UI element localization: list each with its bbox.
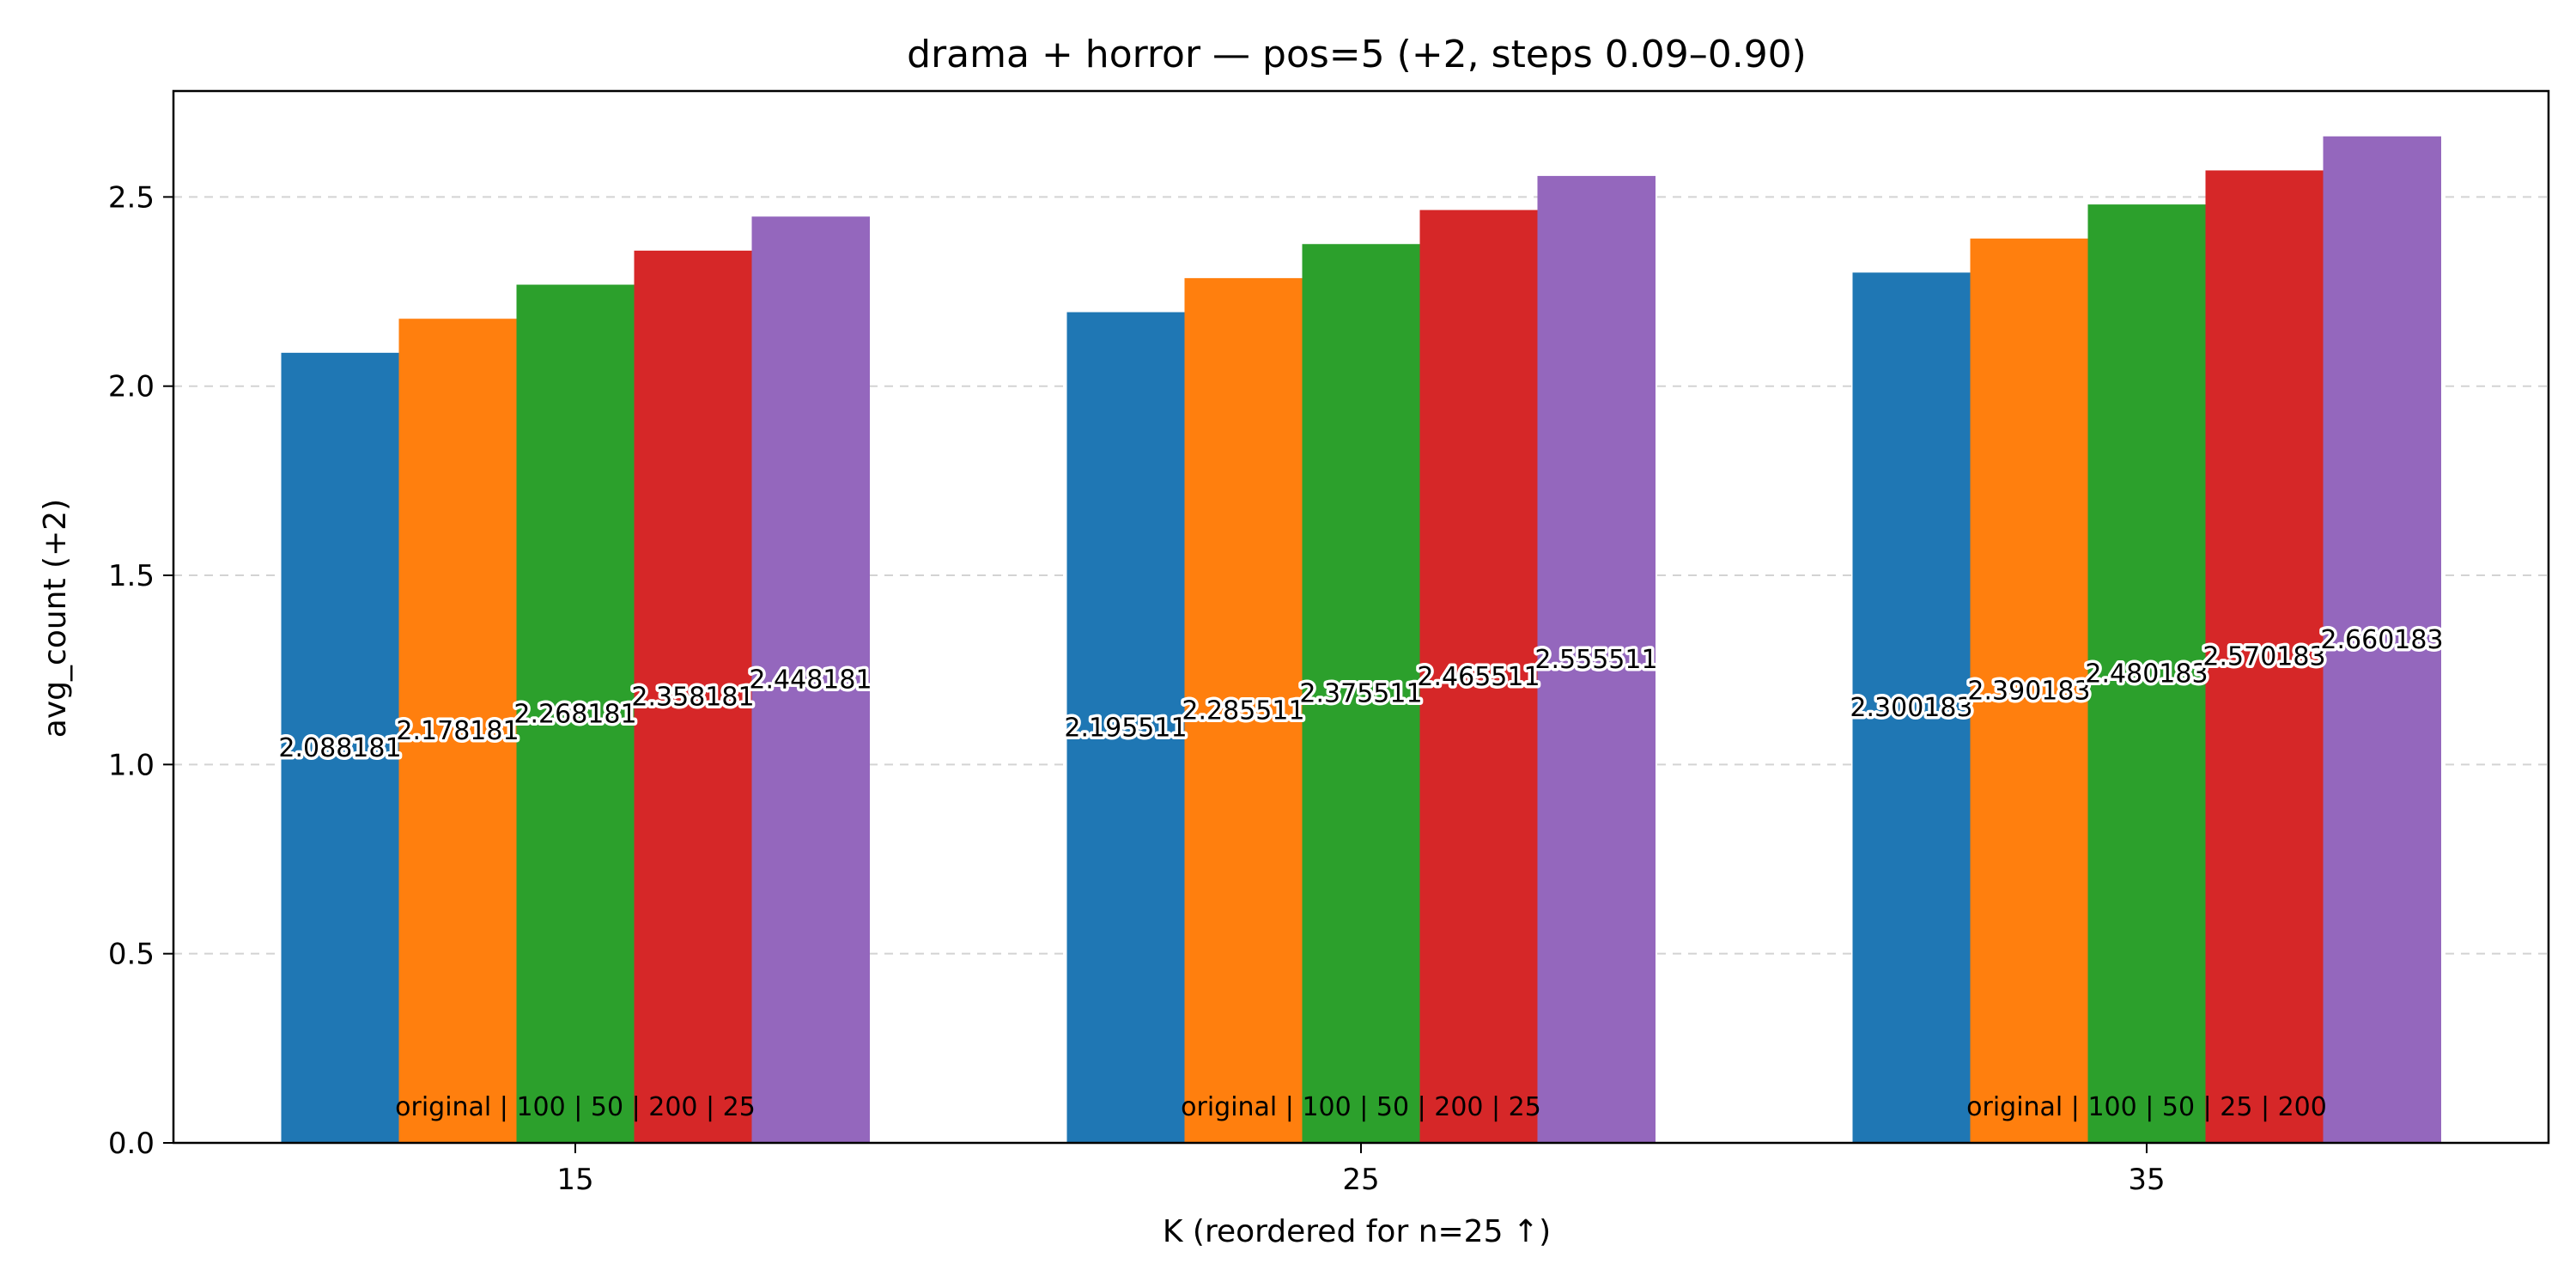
y-tick-label: 1.0 xyxy=(108,748,155,782)
bar-value-label: 2.268181 xyxy=(513,699,636,729)
bar-value-label: 2.390183 xyxy=(1967,676,2090,706)
bar-value-label: 2.555511 xyxy=(1534,645,1657,675)
x-tick-label: 15 xyxy=(556,1163,593,1197)
y-tick-label: 2.5 xyxy=(108,180,155,215)
group-order-label: original | 100 | 50 | 200 | 25 xyxy=(1181,1092,1541,1122)
axes: 0.0 0.5 1.0 1.5 2.0 2.5 15 25 35 xyxy=(108,89,2550,1197)
bar-value-label: 2.195511 xyxy=(1064,713,1187,743)
bar-value-label: 2.178181 xyxy=(396,716,519,746)
labels: 2.0881812.1781812.2681812.3581812.448181… xyxy=(276,622,2446,1122)
group-order-label: original | 100 | 50 | 25 | 200 xyxy=(1966,1092,2327,1122)
x-tick-label: 25 xyxy=(1342,1163,1379,1197)
bar-value-label: 2.660183 xyxy=(2320,625,2443,655)
bar xyxy=(398,319,517,1143)
bar-value-label: 2.285511 xyxy=(1182,696,1304,726)
bar-value-label: 2.465511 xyxy=(1417,662,1540,692)
bar xyxy=(751,216,870,1143)
bar xyxy=(1970,238,2088,1144)
chart-title: drama + horror — pos=5 (+2, steps 0.09–0… xyxy=(907,33,1807,76)
bar-value-label: 2.300183 xyxy=(1850,693,1972,723)
group-order-label: original | 100 | 50 | 200 | 25 xyxy=(395,1092,756,1122)
bar-value-label: 2.570183 xyxy=(2202,642,2325,672)
bar-value-label: 2.088181 xyxy=(278,733,401,763)
x-axis-label: K (reordered for n=25 ↑) xyxy=(1163,1214,1551,1249)
y-tick-label: 1.5 xyxy=(108,559,155,593)
bar-value-label: 2.358181 xyxy=(631,682,754,712)
y-tick-label: 2.0 xyxy=(108,370,155,404)
bar xyxy=(1066,312,1185,1144)
bar xyxy=(281,352,399,1144)
bar xyxy=(1419,210,1538,1144)
plot-frame xyxy=(172,89,2550,1145)
bar-value-label: 2.480183 xyxy=(2085,659,2208,690)
bar xyxy=(516,284,635,1143)
bar xyxy=(1537,175,1656,1143)
x-tick-label: 35 xyxy=(2128,1163,2165,1197)
y-tick-label: 0.0 xyxy=(108,1127,155,1161)
bar xyxy=(2323,136,2441,1143)
bar xyxy=(634,250,752,1143)
bar-value-label: 2.448181 xyxy=(749,665,872,696)
bar xyxy=(2205,170,2324,1144)
bar xyxy=(2087,204,2206,1143)
y-axis-label: avg_count (+2) xyxy=(38,499,73,738)
y-tick-label: 0.5 xyxy=(108,938,155,972)
bar xyxy=(1184,277,1303,1143)
bar xyxy=(1852,272,1971,1143)
bars xyxy=(281,136,2441,1144)
bar-value-label: 2.375511 xyxy=(1299,679,1422,709)
bar xyxy=(1302,244,1420,1143)
